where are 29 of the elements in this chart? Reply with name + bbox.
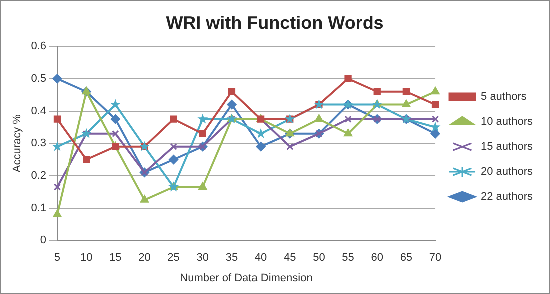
y-tick-label: 0.6: [31, 40, 46, 53]
x-tick-label: 20: [138, 252, 151, 264]
x-tick-label: 70: [429, 252, 442, 264]
y-axis-title: Accuracy %: [12, 114, 24, 173]
y-tick-label: 0.4: [31, 105, 46, 118]
y-tick-label: 0.2: [31, 170, 46, 182]
x-tick-label: 25: [168, 252, 180, 264]
x-tick-label: 65: [400, 252, 413, 264]
x-tick-label: 40: [254, 252, 268, 264]
x-tick-label: 30: [196, 252, 210, 264]
x-tick-label: 60: [371, 252, 384, 264]
legend-label: 15 authors: [481, 141, 534, 154]
legend-label: 10 authors: [481, 116, 534, 128]
x-axis-title: Number of Data Dimension: [180, 272, 313, 284]
x-tick-label: 35: [226, 252, 238, 264]
y-tick-label: 0.5: [31, 72, 46, 85]
chart-title: WRI with Function Words: [166, 12, 384, 33]
y-tick-label: 0: [40, 234, 46, 247]
x-tick-label: 10: [80, 252, 93, 264]
y-tick-label: 0.1: [31, 202, 46, 214]
legend-label: 22 authors: [481, 191, 534, 204]
x-tick-label: 5: [54, 252, 61, 264]
y-tick-label: 0.3: [31, 138, 46, 150]
x-tick-label: 15: [110, 252, 122, 264]
legend-label: 20 authors: [481, 166, 534, 178]
x-tick-label: 45: [284, 252, 296, 264]
x-tick-label: 50: [313, 252, 326, 264]
legend-label: 5 authors: [481, 91, 528, 104]
x-tick-label: 55: [342, 252, 354, 264]
